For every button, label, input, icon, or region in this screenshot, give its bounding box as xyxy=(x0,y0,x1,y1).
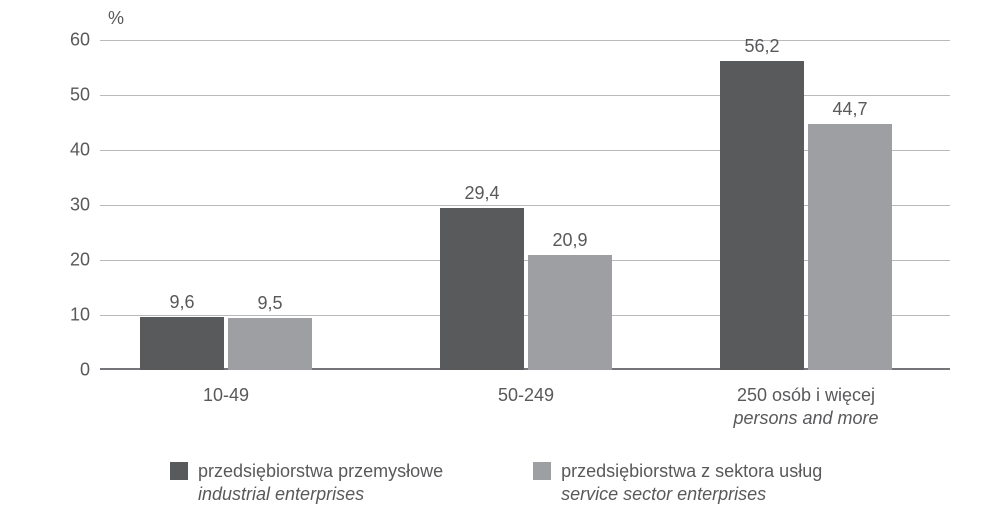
bar-group: 56,244,7250 osób i więcejpersons and mor… xyxy=(720,40,892,370)
bar-value-label: 9,5 xyxy=(257,293,282,318)
bar-chart: % 01020304050609,69,510-4929,420,950-249… xyxy=(0,0,990,521)
x-category-label: 50-249 xyxy=(396,370,656,407)
legend-label-secondary: industrial enterprises xyxy=(198,483,443,506)
y-tick-label: 50 xyxy=(70,85,100,106)
legend-swatch xyxy=(170,462,188,480)
legend: przedsiębiorstwa przemysłoweindustrial e… xyxy=(170,460,822,505)
legend-item: przedsiębiorstwa przemysłoweindustrial e… xyxy=(170,460,443,505)
legend-text: przedsiębiorstwa z sektora usługservice … xyxy=(561,460,822,505)
bar-industrial: 9,6 xyxy=(140,317,224,370)
legend-label-secondary: service sector enterprises xyxy=(561,483,822,506)
x-category-label: 10-49 xyxy=(96,370,356,407)
legend-item: przedsiębiorstwa z sektora usługservice … xyxy=(533,460,822,505)
plot-area: 01020304050609,69,510-4929,420,950-24956… xyxy=(100,40,950,370)
bar-group: 29,420,950-249 xyxy=(440,40,612,370)
y-tick-label: 60 xyxy=(70,30,100,51)
bar-group: 9,69,510-49 xyxy=(140,40,312,370)
bar-industrial: 56,2 xyxy=(720,61,804,370)
x-label-secondary: persons and more xyxy=(676,407,936,430)
bar-value-label: 9,6 xyxy=(169,292,194,317)
bar-service: 20,9 xyxy=(528,255,612,370)
bar-service: 44,7 xyxy=(808,124,892,370)
bar-industrial: 29,4 xyxy=(440,208,524,370)
bar-value-label: 44,7 xyxy=(832,99,867,124)
bar-service: 9,5 xyxy=(228,318,312,370)
bar-value-label: 29,4 xyxy=(464,183,499,208)
bar-value-label: 20,9 xyxy=(552,230,587,255)
y-axis-unit: % xyxy=(108,8,124,29)
y-tick-label: 10 xyxy=(70,305,100,326)
x-label-primary: 10-49 xyxy=(96,384,356,407)
legend-text: przedsiębiorstwa przemysłoweindustrial e… xyxy=(198,460,443,505)
bar-value-label: 56,2 xyxy=(744,36,779,61)
x-category-label: 250 osób i więcejpersons and more xyxy=(676,370,936,431)
x-label-primary: 250 osób i więcej xyxy=(676,384,936,407)
y-tick-label: 20 xyxy=(70,250,100,271)
legend-label-primary: przedsiębiorstwa przemysłowe xyxy=(198,460,443,483)
y-tick-label: 30 xyxy=(70,195,100,216)
legend-label-primary: przedsiębiorstwa z sektora usług xyxy=(561,460,822,483)
y-tick-label: 40 xyxy=(70,140,100,161)
legend-swatch xyxy=(533,462,551,480)
x-label-primary: 50-249 xyxy=(396,384,656,407)
